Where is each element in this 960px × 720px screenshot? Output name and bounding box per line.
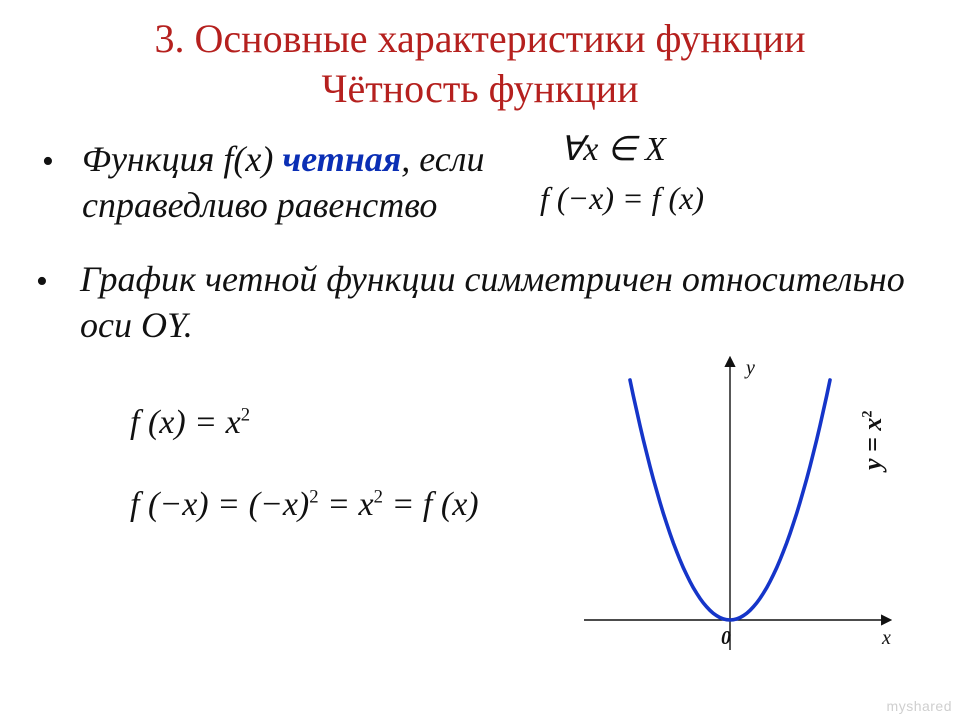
math-line-2-sup1: 2: [309, 487, 318, 508]
math-line-2-c: = f (x): [383, 486, 479, 523]
bullet-1: • Функция f(x) четная, если справедливо …: [42, 136, 920, 228]
slide-title: 3. Основные характеристики функции Чётно…: [0, 0, 960, 114]
bullet-dot: •: [36, 256, 80, 304]
math-line-2-b: = x: [319, 486, 374, 523]
svg-text:y: y: [744, 357, 755, 379]
curve-label: y = x2: [858, 410, 888, 470]
bullet-1-pre: Функция f(x): [82, 139, 282, 179]
bullet-dot: •: [42, 136, 82, 184]
title-line-2: Чётность функции: [321, 66, 638, 111]
bullet-1-keyword: четная: [282, 139, 401, 179]
title-line-1: 3. Основные характеристики функции: [155, 16, 806, 61]
curve-label-sup: 2: [859, 410, 875, 417]
math-line-2-sup2: 2: [374, 487, 383, 508]
condition-math: ∀x ∈ X: [560, 129, 666, 169]
svg-text:x: x: [881, 627, 891, 649]
math-line-2-a: f (−x) = (−x): [130, 486, 309, 523]
math-line-1-sup: 2: [241, 405, 250, 426]
equality-math: f (−x) = f (x): [540, 180, 704, 217]
bullet-1-line2: справедливо равенство: [82, 185, 437, 225]
bullet-1-post: , если: [401, 139, 484, 179]
curve-label-text: y = x: [858, 418, 887, 470]
watermark: myshared: [887, 698, 952, 714]
bullet-1-text: Функция f(x) четная, если справедливо ра…: [82, 136, 484, 228]
math-line-1-lhs: f (x) = x: [130, 404, 241, 441]
bullet-2-text: График четной функции симметричен относи…: [80, 256, 920, 348]
parabola-chart: y x 0 y = x2: [580, 350, 920, 680]
chart-svg: y x 0: [580, 350, 920, 670]
bullet-2: • График четной функции симметричен отно…: [36, 256, 920, 348]
svg-text:0: 0: [721, 627, 731, 649]
